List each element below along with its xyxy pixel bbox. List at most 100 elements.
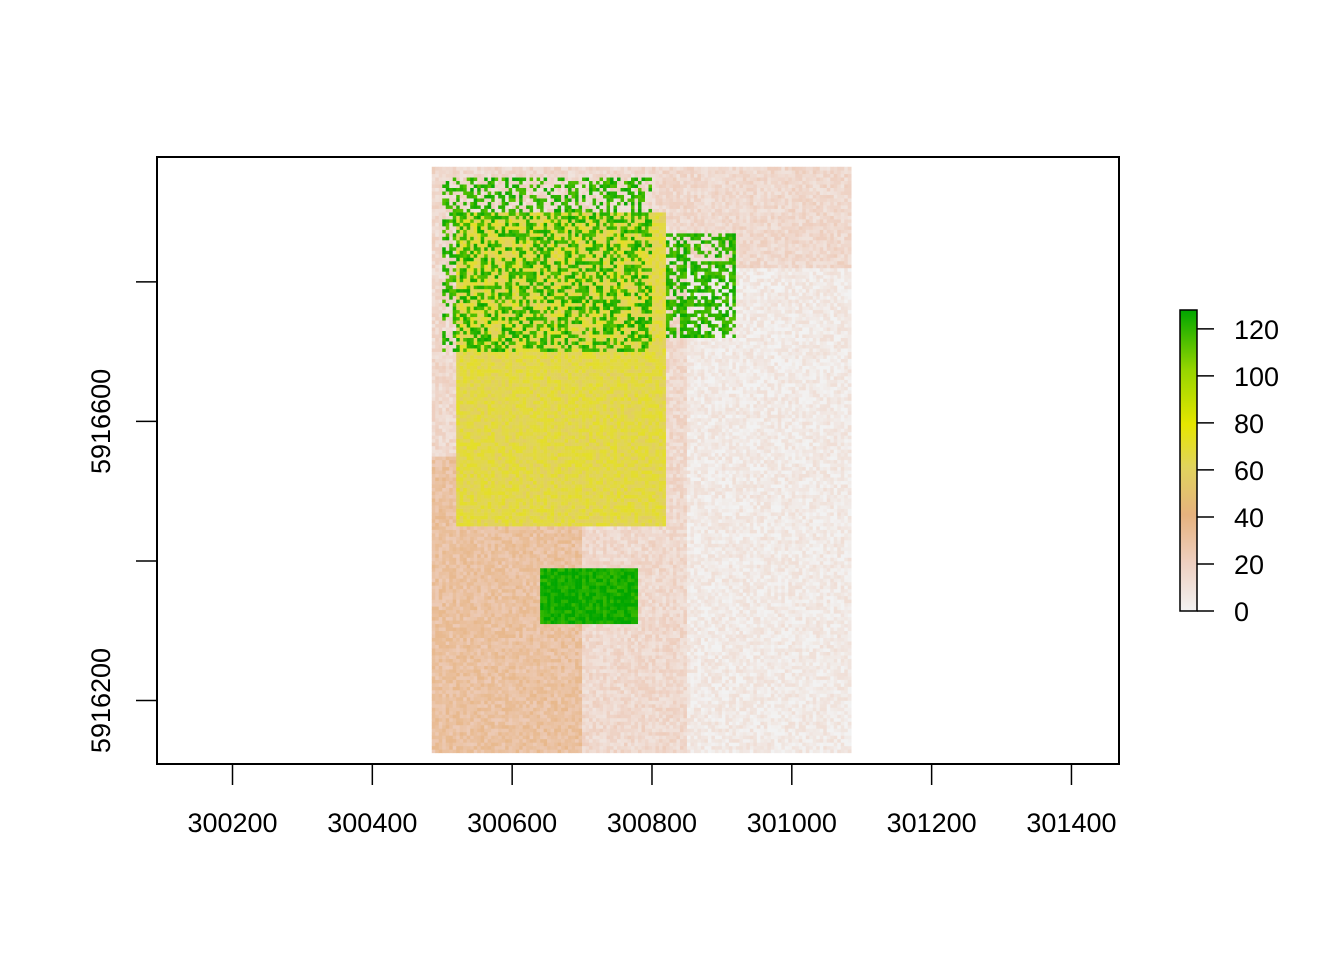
raster-cell [505,341,509,345]
raster-cell [445,348,450,352]
raster-cell [431,672,436,677]
raster-cell [505,431,509,436]
raster-cell [522,170,527,175]
raster-cell [442,309,447,314]
raster-cell [477,323,481,328]
raster-cell [484,431,488,436]
raster-cell [484,557,488,562]
raster-cell [459,397,464,401]
raster-cell [505,397,509,401]
raster-cell [512,602,516,607]
raster-cell [487,630,492,635]
raster-cell [522,302,527,307]
raster-cell [498,327,502,332]
raster-cell [484,397,488,401]
raster-cell [526,578,530,583]
raster-cell [480,606,485,611]
raster-cell [505,271,509,276]
raster-cell [466,501,471,506]
raster-cell [498,571,502,576]
raster-cell [445,372,450,377]
raster-cell [484,602,488,607]
raster-cell [494,407,499,412]
raster-cell [452,543,457,548]
raster-cell [442,693,447,698]
raster-cell [508,658,513,663]
raster-cell [463,445,468,450]
raster-cell [477,250,481,255]
raster-cell [459,567,464,572]
raster-cell [431,191,436,195]
raster-cell [487,599,492,604]
raster-cell [512,449,516,454]
raster-cell [484,574,488,579]
raster-cell [529,700,534,705]
raster-cell [529,442,534,447]
raster-cell [456,609,461,614]
raster-cell [487,595,492,600]
raster-cell [463,327,468,332]
raster-cell [473,240,478,244]
raster-cell [491,376,495,380]
raster-cell [526,602,530,607]
raster-cell [442,449,447,454]
raster-cell [473,512,478,516]
raster-cell [452,676,457,680]
raster-cell [477,672,481,677]
raster-cell [491,247,495,251]
raster-cell [487,669,492,673]
raster-cell [519,180,523,185]
raster-cell [459,257,464,262]
raster-cell [484,679,488,684]
raster-cell [519,553,523,558]
raster-cell [459,574,464,579]
raster-cell [487,198,492,202]
raster-cell [431,620,436,625]
raster-cell [463,229,468,234]
raster-cell [522,742,527,747]
raster-cell [445,578,450,583]
raster-cell [470,592,475,597]
raster-cell [463,341,468,345]
raster-cell [452,351,457,356]
raster-cell [526,703,530,708]
raster-cell [466,414,471,419]
raster-cell [487,526,492,530]
raster-cell [519,341,523,345]
raster-cell [466,623,471,628]
raster-cell [473,655,478,659]
raster-cell [484,236,488,241]
raster-cell [477,253,481,258]
raster-cell [452,463,457,468]
raster-cell [519,201,523,206]
raster-cell [452,477,457,482]
raster-cell [445,243,450,248]
raster-cell [431,435,436,440]
raster-cell [449,208,454,213]
raster-cell [456,323,461,328]
raster-cell [431,243,436,248]
raster-cell [459,710,464,715]
raster-cell [512,662,516,666]
raster-cell [484,585,488,590]
raster-cell [494,620,499,625]
raster-cell [445,515,450,520]
raster-cell [533,710,537,715]
raster-cell [501,641,506,645]
raster-cell [463,690,468,694]
raster-cell [498,672,502,677]
raster-cell [491,592,495,597]
raster-cell [494,567,499,572]
raster-cell [522,588,527,593]
raster-cell [477,383,481,387]
raster-cell [466,543,471,548]
raster-cell [480,721,485,726]
raster-cell [515,431,520,436]
raster-cell [452,233,457,237]
raster-cell [435,690,440,694]
raster-cell [438,170,443,175]
raster-cell [445,519,450,523]
raster-cell [501,428,506,433]
raster-cell [487,253,492,258]
raster-cell [505,362,509,366]
